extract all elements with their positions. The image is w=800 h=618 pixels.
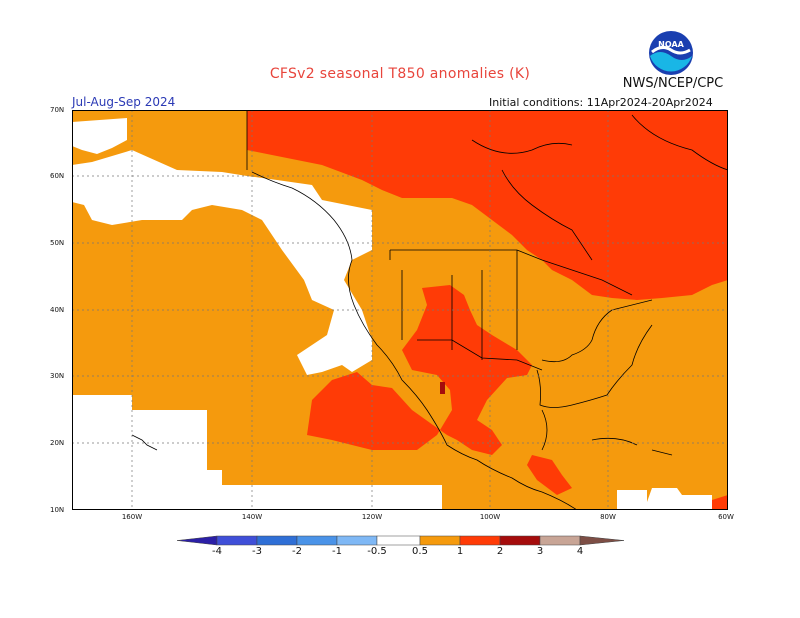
colorbar-swatch — [579, 535, 625, 546]
noaa-logo: NOAA — [649, 31, 693, 75]
chart-title: CFSv2 seasonal T850 anomalies (K) — [269, 66, 531, 82]
lon-label: 60W — [718, 513, 734, 521]
colorbar-swatch — [336, 535, 378, 546]
lat-label: 50N — [50, 239, 65, 247]
colorbar-swatch — [296, 535, 338, 546]
colorbar-swatch — [539, 535, 581, 546]
lat-label: 60N — [50, 172, 65, 180]
colorbar-label: -2 — [292, 546, 302, 557]
lon-label: 160W — [121, 513, 143, 521]
colorbar-swatch — [376, 535, 421, 546]
colorbar-swatch — [176, 535, 218, 546]
lon-label: 80W — [600, 513, 616, 521]
forecast-period: Jul-Aug-Sep 2024 — [72, 95, 176, 109]
colorbar-swatch — [499, 535, 541, 546]
colorbar-swatch — [459, 535, 501, 546]
graticule — [72, 110, 728, 510]
anomaly-map — [72, 110, 728, 510]
colorbar-swatch — [256, 535, 298, 546]
anomaly-region-red-corner — [712, 495, 728, 510]
org-label: NWS/NCEP/CPC — [622, 76, 724, 91]
lon-label: 120W — [361, 513, 383, 521]
anomaly-region-red-canada — [247, 110, 728, 300]
anomaly-region-red-southwest — [307, 285, 532, 455]
colorbar-label: -0.5 — [367, 546, 387, 557]
anomaly-region-white-coast — [72, 150, 372, 375]
colorbar-label: 2 — [496, 546, 504, 557]
colorbar-label: 0.5 — [412, 546, 428, 557]
colorbar-swatch — [419, 535, 461, 546]
lon-label: 100W — [479, 513, 501, 521]
colorbar-swatch — [216, 535, 258, 546]
colorbar-label: 1 — [456, 546, 464, 557]
colorbar-label: 4 — [576, 546, 584, 557]
anomaly-region-white-se — [72, 395, 207, 510]
lon-label: 140W — [241, 513, 263, 521]
lat-label: 10N — [50, 506, 65, 514]
anomaly-region-white-north — [72, 118, 127, 154]
anomaly-region-white-caribbean — [617, 490, 647, 510]
colorbar-label: 3 — [536, 546, 544, 557]
colorbar-label: -4 — [212, 546, 222, 557]
coastlines — [131, 110, 728, 510]
colorbar-label: -3 — [252, 546, 262, 557]
lat-label: 20N — [50, 439, 65, 447]
colorbar-swatches — [176, 535, 625, 546]
colorbar-label: -1 — [332, 546, 342, 557]
lat-label: 70N — [50, 106, 65, 114]
anomaly-region-darkred — [440, 382, 445, 394]
lat-label: 30N — [50, 372, 65, 380]
initial-conditions: Initial conditions: 11Apr2024-20Apr2024 — [489, 96, 713, 109]
noaa-logo-text: NOAA — [658, 40, 684, 49]
map-frame — [72, 110, 728, 510]
anomaly-region-red-central-america — [527, 455, 572, 495]
lat-label: 40N — [50, 306, 65, 314]
